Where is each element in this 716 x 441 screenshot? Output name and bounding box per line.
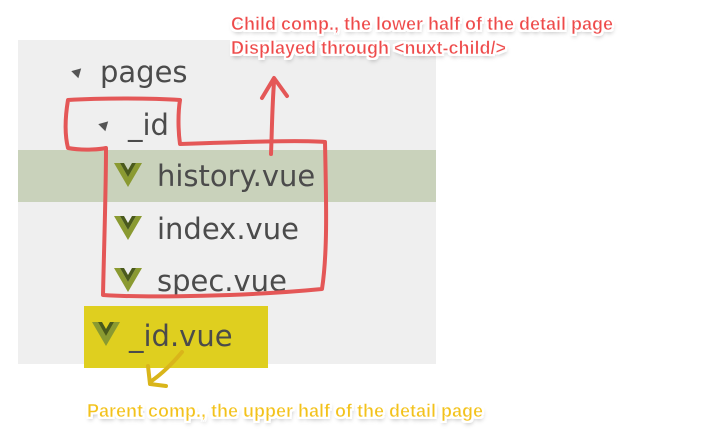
tree-item-index-vue[interactable]: index.vue	[18, 203, 436, 255]
tree-item-label: _id	[128, 108, 169, 142]
parent-component-note: Parent comp., the upper half of the deta…	[87, 399, 484, 423]
tree-item-label: spec.vue	[157, 264, 287, 298]
child-component-note: Child comp., the lower half of the detai…	[231, 12, 614, 60]
child-note-line-1: Child comp., the lower half of the detai…	[231, 14, 614, 35]
tree-item-label: index.vue	[157, 212, 299, 246]
vue-icon	[114, 216, 142, 240]
tree-item-id-vue[interactable]: _id.vue	[84, 306, 268, 368]
tree-item-label: history.vue	[157, 159, 316, 193]
tree-item-spec-vue[interactable]: spec.vue	[18, 255, 436, 307]
child-note-line-2: Displayed through <nuxt-child/>	[231, 38, 507, 59]
expanded-triangle-icon[interactable]	[71, 64, 85, 79]
tree-item-id-folder[interactable]: _id	[18, 99, 436, 151]
parent-note-line-1: Parent comp., the upper half of the deta…	[87, 401, 484, 422]
tree-item-history-vue[interactable]: history.vue	[18, 150, 436, 202]
vue-icon	[114, 268, 142, 292]
tree-item-label: _id.vue	[129, 319, 233, 353]
vue-icon	[114, 163, 142, 187]
expanded-triangle-icon[interactable]	[98, 117, 112, 132]
vue-icon	[92, 322, 120, 346]
tree-item-pages[interactable]: pages	[18, 46, 436, 98]
tree-item-label: pages	[100, 55, 188, 89]
